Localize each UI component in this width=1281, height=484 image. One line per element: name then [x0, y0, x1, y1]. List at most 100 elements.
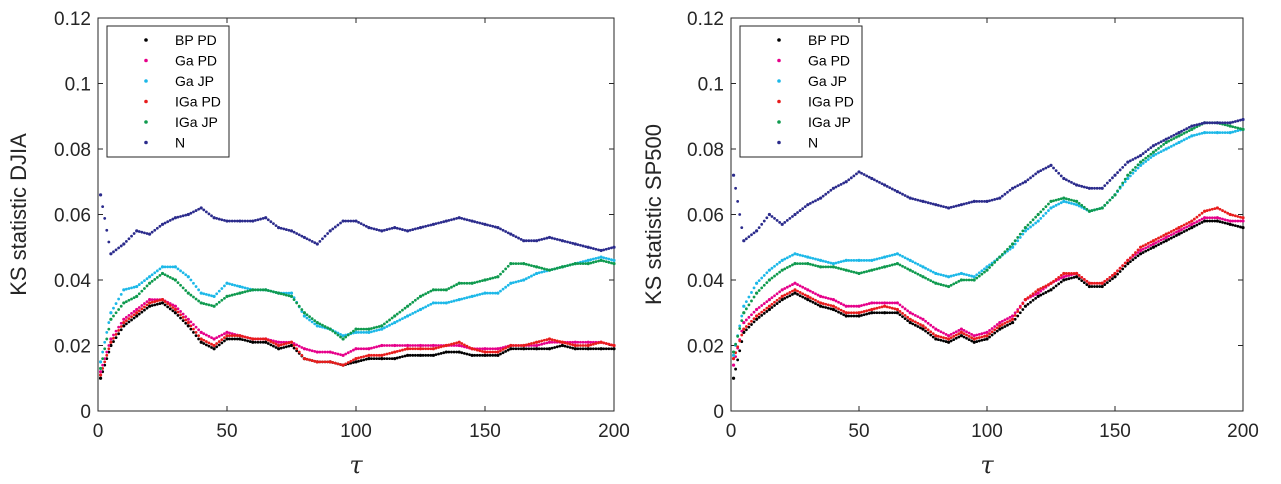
- data-point-interp: [155, 275, 159, 279]
- data-point-interp: [530, 264, 533, 267]
- data-point-interp: [901, 305, 904, 309]
- data-point-interp: [388, 323, 391, 327]
- data-point: [522, 239, 526, 243]
- data-point: [186, 317, 190, 321]
- data-point-interp: [370, 330, 373, 334]
- data-point-interp: [153, 271, 157, 275]
- data-point: [393, 314, 397, 318]
- data-point-interp: [168, 275, 172, 279]
- data-point-interp: [936, 334, 940, 338]
- data-point: [1215, 206, 1219, 210]
- data-point-interp: [1167, 139, 1171, 143]
- data-point-interp: [916, 325, 920, 328]
- data-point-interp: [1136, 166, 1140, 170]
- data-point-interp: [885, 255, 889, 258]
- data-point-interp: [949, 205, 953, 209]
- data-point-interp: [233, 334, 237, 338]
- data-point-interp: [1026, 223, 1030, 227]
- data-point-interp: [1192, 126, 1196, 130]
- data-point-interp: [757, 315, 761, 319]
- data-point: [1062, 199, 1066, 203]
- data-point-interp: [243, 286, 247, 290]
- data-point: [148, 232, 152, 236]
- data-point: [908, 317, 912, 321]
- data-point-interp: [1052, 199, 1055, 203]
- data-point-interp: [936, 203, 940, 207]
- data-point-interp: [362, 223, 366, 227]
- data-point-interp: [1180, 228, 1183, 231]
- data-point-interp: [202, 292, 206, 296]
- data-point: [895, 262, 900, 266]
- data-point: [857, 271, 861, 276]
- data-point-interp: [1167, 231, 1171, 235]
- data-point-interp: [906, 195, 910, 199]
- data-point-interp: [488, 350, 492, 354]
- data-point: [1241, 117, 1245, 122]
- data-point: [742, 304, 746, 308]
- data-point-interp: [803, 293, 807, 297]
- data-point-interp: [488, 291, 492, 295]
- data-point-interp: [967, 278, 971, 282]
- data-point-interp: [308, 238, 311, 242]
- data-point-interp: [967, 201, 971, 205]
- data-point-interp: [1195, 125, 1199, 129]
- data-point-interp: [903, 317, 907, 321]
- data-point: [1241, 219, 1245, 223]
- data-point: [315, 242, 319, 246]
- data-point-interp: [1054, 284, 1058, 288]
- data-point: [1062, 176, 1066, 181]
- data-point-interp: [785, 285, 789, 289]
- data-point-interp: [103, 357, 107, 360]
- data-point: [135, 311, 139, 315]
- data-point: [1113, 173, 1117, 177]
- data-point: [264, 337, 268, 341]
- data-point: [1100, 206, 1104, 210]
- data-point-interp: [499, 227, 502, 231]
- data-point-interp: [243, 219, 247, 223]
- data-point: [1151, 144, 1155, 148]
- data-point: [406, 347, 410, 351]
- data-point-interp: [130, 315, 133, 319]
- data-point-interp: [210, 336, 213, 340]
- data-point: [560, 343, 565, 348]
- data-point-interp: [903, 194, 907, 197]
- data-point-interp: [1052, 279, 1055, 283]
- data-point-interp: [1059, 280, 1063, 284]
- data-point-interp: [279, 346, 283, 350]
- data-point: [535, 265, 539, 269]
- data-point-interp: [434, 288, 438, 292]
- data-point-interp: [1218, 217, 1222, 220]
- data-point-interp: [300, 234, 304, 238]
- data-point: [599, 248, 603, 253]
- data-point-interp: [1070, 201, 1073, 205]
- data-point: [173, 216, 177, 220]
- data-point-interp: [1064, 200, 1068, 204]
- data-point-interp: [168, 302, 172, 305]
- data-point-interp: [1021, 181, 1025, 185]
- data-point-interp: [1172, 232, 1176, 235]
- data-point-interp: [1134, 253, 1137, 256]
- data-point-interp: [898, 263, 902, 267]
- data-point-interp: [450, 218, 453, 222]
- data-point-interp: [862, 270, 866, 274]
- data-point-interp: [370, 357, 373, 360]
- data-point-interp: [401, 308, 404, 312]
- data-point-interp: [798, 284, 802, 288]
- data-point-interp: [788, 294, 792, 298]
- data-point-interp: [279, 226, 283, 230]
- data-point-interp: [223, 332, 226, 336]
- data-point-interp: [872, 307, 876, 311]
- data-point-interp: [235, 334, 239, 338]
- data-point-interp: [906, 257, 910, 261]
- data-point-interp: [413, 298, 417, 302]
- data-point: [806, 255, 810, 259]
- data-point-interp: [473, 348, 477, 351]
- data-point-interp: [916, 198, 920, 202]
- data-point: [225, 337, 229, 341]
- data-point-interp: [450, 350, 453, 354]
- data-point-interp: [860, 258, 863, 262]
- data-point-interp: [132, 285, 136, 289]
- data-point: [457, 343, 461, 348]
- data-point-interp: [791, 215, 794, 218]
- data-point-interp: [834, 185, 838, 189]
